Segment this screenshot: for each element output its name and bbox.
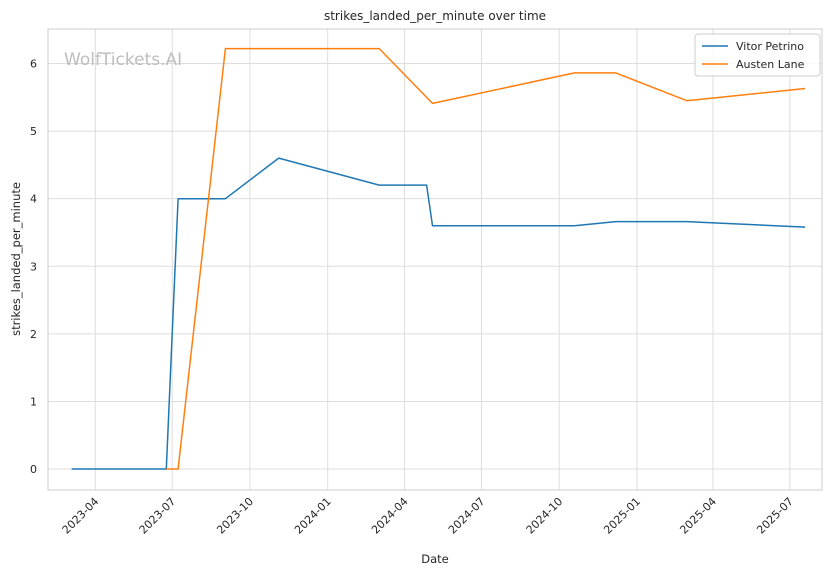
legend: Vitor Petrino Austen Lane: [694, 33, 821, 77]
series-line-vitor-petrino: [71, 157, 806, 470]
y-axis-ticks: 0 1 2 3 4 5 6: [30, 57, 37, 476]
y-tick-label: 4: [30, 193, 37, 206]
y-tick-label: 0: [30, 463, 37, 476]
series-lines: [71, 47, 806, 470]
legend-box: [694, 33, 821, 77]
watermark-text: WolfTickets.AI: [64, 50, 182, 70]
y-tick-label: 1: [30, 395, 37, 408]
y-tick-label: 6: [30, 57, 37, 70]
legend-label-vitor-petrino: Vitor Petrino: [736, 40, 804, 53]
chart-title: strikes_landed_per_minute over time: [324, 9, 546, 23]
series-line-austen-lane: [166, 47, 806, 470]
y-tick-label: 3: [30, 260, 37, 273]
plot-frame: [47, 28, 823, 491]
y-axis-label: strikes_landed_per_minute: [9, 182, 23, 336]
y-tick-label: 5: [30, 125, 37, 138]
y-tick-label: 2: [30, 328, 37, 341]
legend-label-austen-lane: Austen Lane: [736, 58, 805, 71]
grid-lines: [48, 29, 822, 490]
x-axis-label: Date: [421, 552, 449, 566]
